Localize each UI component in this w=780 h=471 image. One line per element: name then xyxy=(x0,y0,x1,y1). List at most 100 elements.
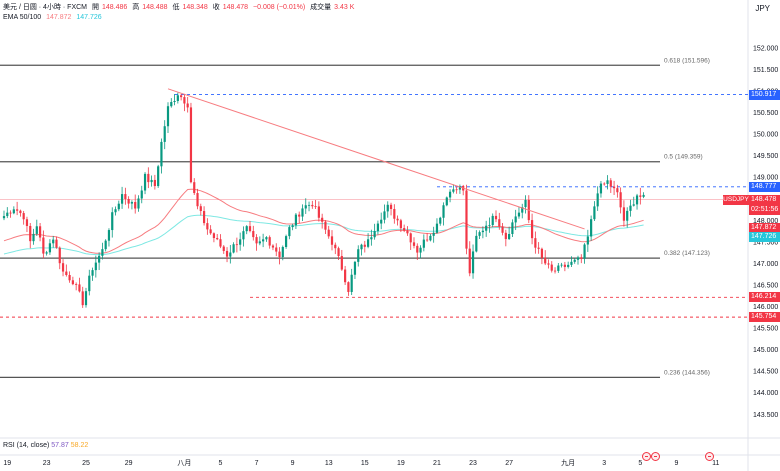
candle-body xyxy=(471,251,475,274)
candle-body xyxy=(209,229,212,234)
ema-label[interactable]: EMA 50/100 xyxy=(3,14,42,21)
candle-body xyxy=(576,257,580,260)
price-tick-label: 144.500 xyxy=(753,369,778,376)
candle-body xyxy=(22,213,25,220)
time-tick-label: 19 xyxy=(397,460,405,467)
candle-body xyxy=(409,233,412,243)
candle-body xyxy=(517,212,521,217)
candle-body xyxy=(281,246,284,257)
candle-body xyxy=(616,188,619,193)
candle-body xyxy=(530,220,534,239)
candle-body xyxy=(255,237,258,244)
rsi-legend: RSI (14, close) 57.87 58.22 xyxy=(3,442,88,449)
price-tag-support: 145.754 xyxy=(749,312,780,323)
candle-body xyxy=(524,199,527,208)
price-tick-label: 147.000 xyxy=(753,261,778,268)
candle-body xyxy=(478,232,481,236)
candle-body xyxy=(494,215,498,220)
price-tick-label: 147.500 xyxy=(753,239,778,246)
candle-body xyxy=(258,241,261,244)
candle-body xyxy=(248,226,252,232)
candle-body xyxy=(196,193,199,207)
candle-body xyxy=(357,249,360,262)
close-label: 收 xyxy=(212,4,220,11)
candle-body xyxy=(635,195,639,205)
ema50-price-tag: 147.872 xyxy=(749,222,780,233)
price-tick-label: 149.500 xyxy=(753,153,778,160)
candle-body xyxy=(65,271,68,276)
economic-event-icon[interactable] xyxy=(651,452,660,461)
candle-body xyxy=(580,257,583,259)
high-label: 高 xyxy=(132,4,140,11)
candle-body xyxy=(32,233,35,242)
candle-body xyxy=(275,247,278,252)
candle-body xyxy=(386,204,389,212)
candle-body xyxy=(153,179,156,187)
candle-body xyxy=(534,238,537,248)
rsi-ma-value: 58.22 xyxy=(70,442,89,449)
candle-body xyxy=(284,236,288,247)
candle-body xyxy=(134,202,137,209)
candle-body xyxy=(104,240,107,250)
economic-event-icon[interactable] xyxy=(642,452,651,461)
candle-body xyxy=(573,259,576,262)
candle-body xyxy=(107,230,111,241)
candle-body xyxy=(160,141,163,167)
price-tag-support: 146.214 xyxy=(749,292,780,303)
candle-body xyxy=(412,242,416,246)
candle-body xyxy=(337,248,340,257)
last-price-tag: 148.478 xyxy=(749,194,780,205)
candle-body xyxy=(16,209,19,211)
candle-body xyxy=(619,192,622,208)
time-tick-label: 23 xyxy=(469,460,477,467)
candle-body xyxy=(334,244,337,249)
candle-body xyxy=(222,246,225,251)
candle-body xyxy=(373,231,376,238)
candle-body xyxy=(403,228,406,231)
candle-body xyxy=(521,207,524,213)
open-label: 開 xyxy=(91,4,99,11)
candle-body xyxy=(583,244,586,259)
candle-body xyxy=(327,229,330,237)
candle-body xyxy=(75,284,78,285)
candle-body xyxy=(396,218,399,221)
countdown-tag: 02:51:56 xyxy=(749,204,780,215)
candle-body xyxy=(288,227,291,237)
price-tick-label: 148.000 xyxy=(753,218,778,225)
ema50-value: 147.872 xyxy=(46,14,72,21)
candle-body xyxy=(42,237,45,254)
candle-body xyxy=(137,198,140,209)
candle-body xyxy=(2,216,6,219)
candle-body xyxy=(199,206,202,212)
candle-body xyxy=(370,237,373,240)
economic-event-icon[interactable] xyxy=(705,452,714,461)
candle-body xyxy=(501,226,504,233)
candle-body xyxy=(124,194,127,199)
candle-body xyxy=(304,205,307,209)
candle-body xyxy=(442,205,445,218)
candle-body xyxy=(416,245,419,253)
candle-body xyxy=(639,195,642,197)
candle-body xyxy=(468,248,471,274)
candle-body xyxy=(590,219,593,237)
rsi-label[interactable]: RSI (14, close) xyxy=(3,442,50,449)
symbol-title[interactable]: 美元 / 日圆 · 4小時 · FXCM xyxy=(3,4,87,11)
candle-body xyxy=(61,263,65,272)
time-tick-label: 19 xyxy=(3,460,11,467)
candle-body xyxy=(557,265,560,271)
candle-body xyxy=(593,206,596,220)
candle-body xyxy=(301,208,304,217)
time-tick-label: 11 xyxy=(712,460,719,467)
candle-body xyxy=(219,239,222,247)
candle-body xyxy=(38,226,42,238)
change-value: −0.008 (−0.01%) xyxy=(253,4,306,11)
candle-body xyxy=(567,264,570,267)
time-tick-label: 5 xyxy=(219,460,223,467)
candle-body xyxy=(229,252,232,257)
candle-body xyxy=(202,211,206,224)
candle-body xyxy=(491,215,494,226)
candle-body xyxy=(71,280,74,285)
currency-label[interactable]: JPY xyxy=(755,4,770,13)
candle-body xyxy=(632,204,635,206)
